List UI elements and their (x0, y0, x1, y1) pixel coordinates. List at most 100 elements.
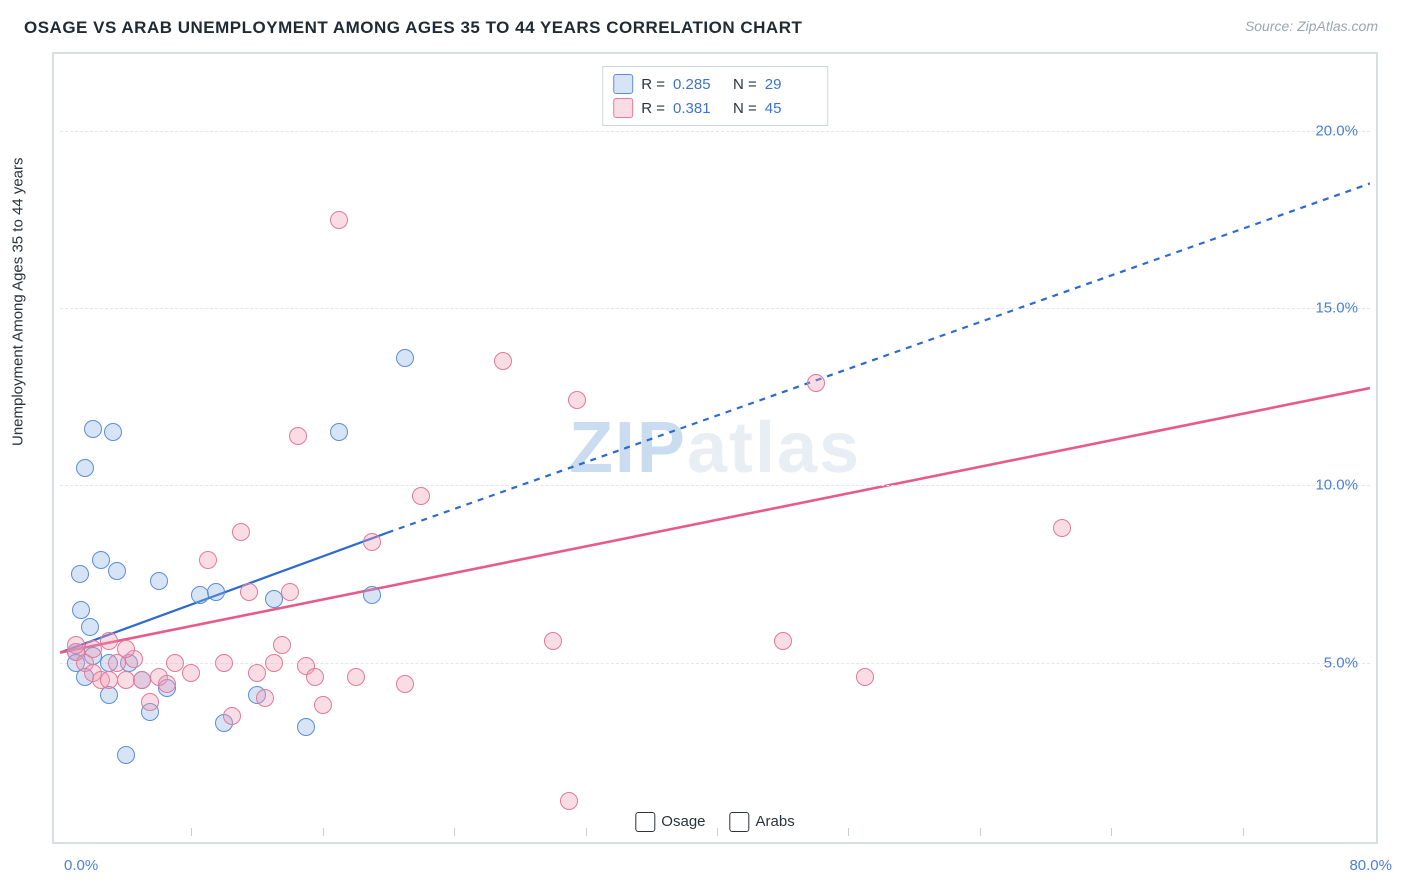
scatter-point (289, 427, 307, 445)
y-tick-label: 5.0% (1324, 654, 1358, 671)
scatter-point (117, 640, 135, 658)
source-label: Source: ZipAtlas.com (1245, 18, 1378, 34)
scatter-point (104, 423, 122, 441)
scatter-point (92, 551, 110, 569)
legend-swatch-icon (730, 812, 750, 832)
scatter-point (133, 671, 151, 689)
scatter-point (150, 572, 168, 590)
scatter-point (100, 671, 118, 689)
scatter-point (314, 696, 332, 714)
scatter-point (281, 583, 299, 601)
legend-r-value-osage: 0.285 (673, 76, 725, 93)
legend-r-label: R = (641, 100, 665, 117)
x-tick (191, 828, 192, 836)
scatter-point (100, 632, 118, 650)
scatter-point (256, 689, 274, 707)
scatter-point (297, 718, 315, 736)
trend-lines-layer (60, 60, 1370, 836)
legend-series: Osage Arabs (635, 812, 794, 832)
scatter-point (568, 391, 586, 409)
scatter-point (72, 601, 90, 619)
x-tick (454, 828, 455, 836)
x-axis-max-label: 80.0% (1349, 857, 1392, 874)
legend-stats: R = 0.285 N = 29 R = 0.381 N = 45 (602, 66, 828, 126)
scatter-point (396, 349, 414, 367)
scatter-point (166, 654, 184, 672)
legend-swatch-icon (635, 812, 655, 832)
x-tick (717, 828, 718, 836)
scatter-point (199, 551, 217, 569)
watermark-plain: atlas (687, 408, 861, 488)
scatter-point (117, 671, 135, 689)
legend-n-value-arabs: 45 (765, 100, 817, 117)
scatter-point (158, 675, 176, 693)
x-tick (323, 828, 324, 836)
legend-item-arabs: Arabs (730, 812, 795, 832)
x-axis-min-label: 0.0% (64, 857, 98, 874)
scatter-point (265, 654, 283, 672)
scatter-point (494, 352, 512, 370)
scatter-point (223, 707, 241, 725)
scatter-point (81, 618, 99, 636)
y-tick-label: 20.0% (1315, 122, 1358, 139)
scatter-point (76, 459, 94, 477)
scatter-point (330, 423, 348, 441)
legend-r-value-arabs: 0.381 (673, 100, 725, 117)
scatter-point (363, 586, 381, 604)
y-tick-label: 10.0% (1315, 477, 1358, 494)
scatter-point (108, 562, 126, 580)
scatter-point (182, 664, 200, 682)
x-tick (980, 828, 981, 836)
scatter-point (215, 654, 233, 672)
legend-label: Osage (661, 813, 705, 830)
scatter-point (560, 792, 578, 810)
plot-area: ZIPatlas R = 0.285 N = 29 R = 0.381 N = … (60, 60, 1370, 836)
scatter-point (774, 632, 792, 650)
trend-line (60, 388, 1370, 653)
scatter-point (347, 668, 365, 686)
scatter-point (207, 583, 225, 601)
legend-swatch-osage (613, 74, 633, 94)
legend-swatch-arabs (613, 98, 633, 118)
scatter-point (67, 636, 85, 654)
scatter-point (807, 374, 825, 392)
legend-stats-row-osage: R = 0.285 N = 29 (613, 72, 817, 96)
scatter-point (544, 632, 562, 650)
x-tick (1111, 828, 1112, 836)
gridline (60, 308, 1370, 309)
legend-label: Arabs (756, 813, 795, 830)
gridline (60, 485, 1370, 486)
x-tick (586, 828, 587, 836)
scatter-point (363, 533, 381, 551)
scatter-point (232, 523, 250, 541)
scatter-point (306, 668, 324, 686)
legend-n-value-osage: 29 (765, 76, 817, 93)
chart-container: OSAGE VS ARAB UNEMPLOYMENT AMONG AGES 35… (0, 0, 1406, 892)
plot-frame: ZIPatlas R = 0.285 N = 29 R = 0.381 N = … (52, 52, 1378, 844)
scatter-point (240, 583, 258, 601)
trend-line (388, 183, 1371, 532)
scatter-point (265, 590, 283, 608)
scatter-point (330, 211, 348, 229)
scatter-point (71, 565, 89, 583)
x-tick (1243, 828, 1244, 836)
scatter-point (248, 664, 266, 682)
chart-title: OSAGE VS ARAB UNEMPLOYMENT AMONG AGES 35… (24, 18, 1382, 38)
scatter-point (856, 668, 874, 686)
scatter-point (117, 746, 135, 764)
scatter-point (396, 675, 414, 693)
scatter-point (84, 420, 102, 438)
y-tick-label: 15.0% (1315, 300, 1358, 317)
legend-n-label: N = (733, 76, 757, 93)
gridline (60, 131, 1370, 132)
legend-r-label: R = (641, 76, 665, 93)
watermark: ZIPatlas (569, 407, 861, 489)
x-tick (848, 828, 849, 836)
header-row: OSAGE VS ARAB UNEMPLOYMENT AMONG AGES 35… (24, 18, 1382, 42)
y-axis-title: Unemployment Among Ages 35 to 44 years (10, 157, 27, 446)
watermark-accent: ZIP (569, 408, 687, 488)
scatter-point (84, 640, 102, 658)
legend-stats-row-arabs: R = 0.381 N = 45 (613, 96, 817, 120)
legend-item-osage: Osage (635, 812, 705, 832)
scatter-point (273, 636, 291, 654)
